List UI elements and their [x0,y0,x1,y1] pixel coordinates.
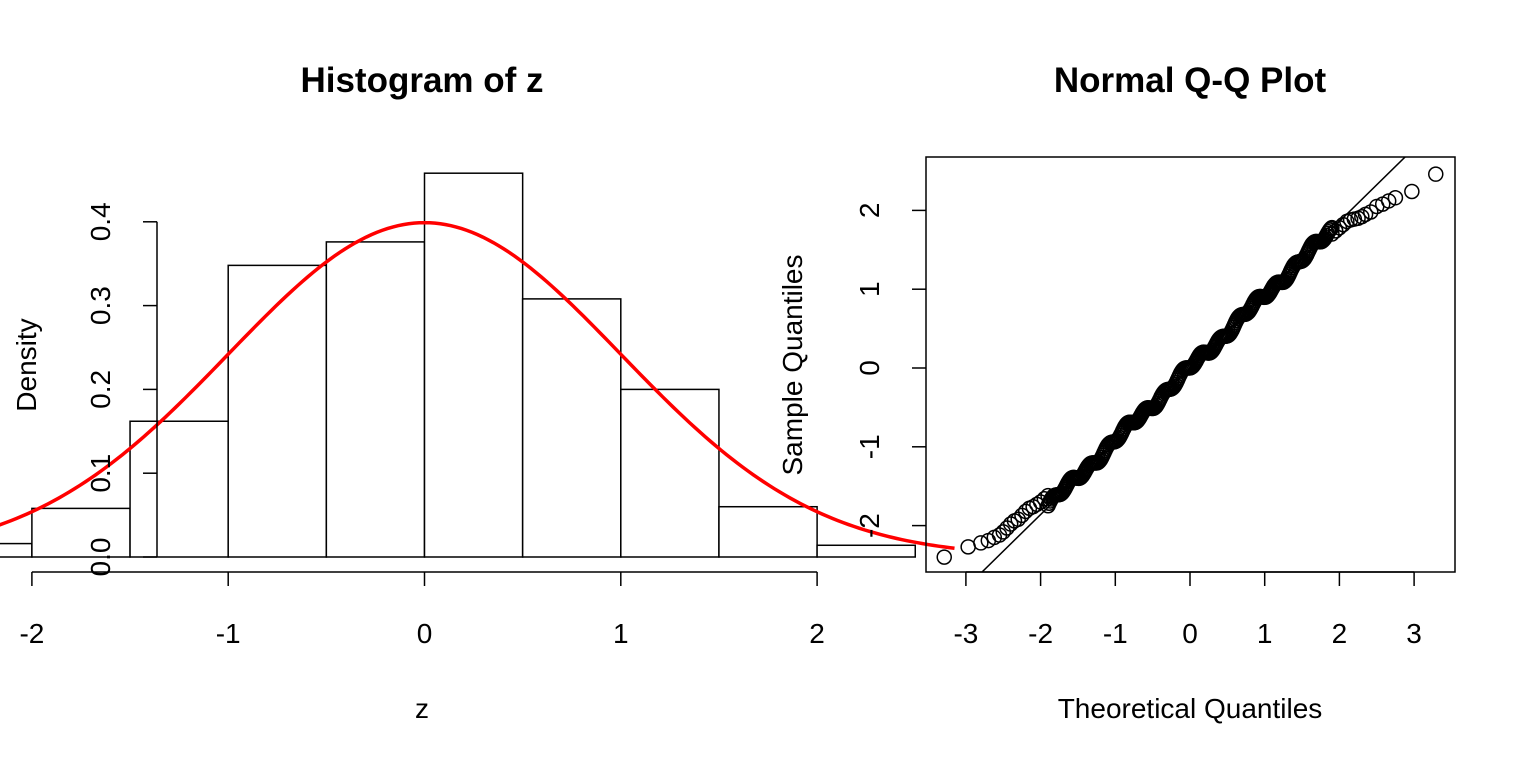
qq-point-27 [1354,208,1370,225]
histogram-bar-5 [423,172,524,558]
qq-panel: Normal Q-Q Plot Theoretical Quantiles Sa… [777,61,1456,724]
qq-point-8 [1002,516,1019,532]
qq-x-tick-label-1: -2 [1028,618,1053,649]
histogram-bar-2 [129,420,229,558]
qq-y-tick-label-3: 1 [854,281,885,297]
histogram-y-tick-label-2: 0.2 [85,370,116,409]
histogram-x-axis-label: z [415,693,429,724]
qq-point-294 [1323,220,1339,237]
histogram-bar-9 [816,544,916,558]
histogram-y-axis-label: Density [11,318,42,411]
histogram-bar-8 [718,505,818,558]
qq-y-tick-label-1: -1 [854,434,885,459]
histogram-y-tick-label-4: 0.4 [85,202,116,241]
qq-point-14 [1025,498,1041,515]
qq-x-tick-label-4: 1 [1257,618,1273,649]
qq-point-12 [1017,503,1034,520]
qq-point-2 [973,535,989,551]
histogram-y-axis: 0.0 0.1 0.2 0.3 0.4 [85,202,158,577]
qq-point-293 [1321,222,1338,238]
qq-y-tick-label-0: -2 [854,513,885,538]
histogram-x-tick-label-4: 2 [809,618,825,649]
qq-point-292 [1320,223,1337,240]
qq-point-34 [1404,183,1420,200]
qq-point-33 [1387,190,1404,206]
histogram-bar-3 [227,264,328,558]
histogram-x-axis: -2 -1 0 1 2 [19,571,825,649]
histogram-title: Histogram of z [300,61,543,100]
qq-y-axis: -2 -1 0 1 2 [854,203,926,538]
qq-x-axis: -3 -2 -1 0 1 2 3 [953,571,1422,649]
histogram-x-tick-label-2: 0 [417,618,433,649]
qq-point-150 [1165,379,1181,396]
histogram-bar-6 [521,298,622,558]
qq-x-tick-label-6: 3 [1406,618,1422,649]
qq-x-axis-label: Theoretical Quantiles [1058,693,1323,724]
qq-x-tick-label-3: 0 [1182,618,1198,649]
qq-point-295 [1324,219,1340,236]
histogram-x-tick-label-3: 1 [613,618,629,649]
qq-y-tick-label-2: 0 [854,360,885,376]
qq-point-35 [1428,166,1444,182]
qq-x-tick-label-2: -1 [1103,618,1128,649]
qq-x-tick-label-5: 2 [1332,618,1348,649]
histogram-y-tick-label-1: 0.1 [85,454,116,493]
qq-points [936,166,1444,565]
histogram-x-tick-label-1: -1 [216,618,241,649]
qq-y-tick-label-4: 2 [854,203,885,219]
normal-density-curve [0,220,955,551]
qq-point-201 [1221,327,1237,343]
qq-y-axis-label: Sample Quantiles [777,254,808,475]
histogram-bar-7 [620,388,720,558]
histogram-y-tick-label-3: 0.3 [85,286,116,325]
histogram-y-tick-label-0: 0.0 [85,538,116,577]
qq-point-0 [936,549,952,565]
qq-point-29 [1363,204,1379,220]
histogram-panel: Histogram of z z Density -2 -1 0 1 2 0.00.10… [0,61,955,724]
histogram-bar-4 [325,241,426,558]
qq-point-1 [960,539,976,555]
qq-title: Normal Q-Q Plot [1054,61,1327,100]
qq-x-tick-label-0: -3 [953,618,978,649]
histogram-bar-0 [0,542,33,558]
histogram-bars [0,172,916,558]
histogram-x-tick-label-0: -2 [19,618,44,649]
